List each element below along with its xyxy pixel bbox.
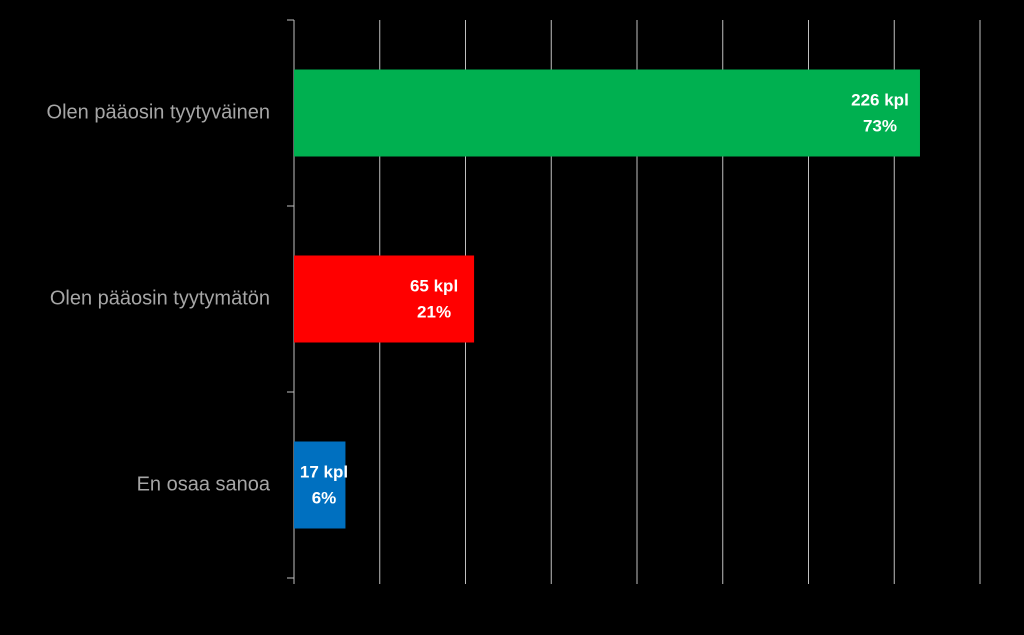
bar	[294, 69, 920, 157]
data-label: 21%	[417, 302, 451, 321]
count-label: 65 kpl	[410, 276, 458, 295]
y-tick-label: Olen pääosin tyytymätön	[50, 287, 270, 309]
y-tick-label: Olen pääosin tyytyväinen	[47, 101, 270, 123]
bar	[294, 255, 475, 343]
bar	[294, 441, 346, 529]
data-label: 73%	[863, 116, 897, 135]
count-label: 226 kpl	[851, 90, 909, 109]
count-label: 17 kpl	[300, 462, 348, 481]
y-tick-label: En osaa sanoa	[137, 473, 271, 495]
data-label: 6%	[312, 488, 337, 507]
